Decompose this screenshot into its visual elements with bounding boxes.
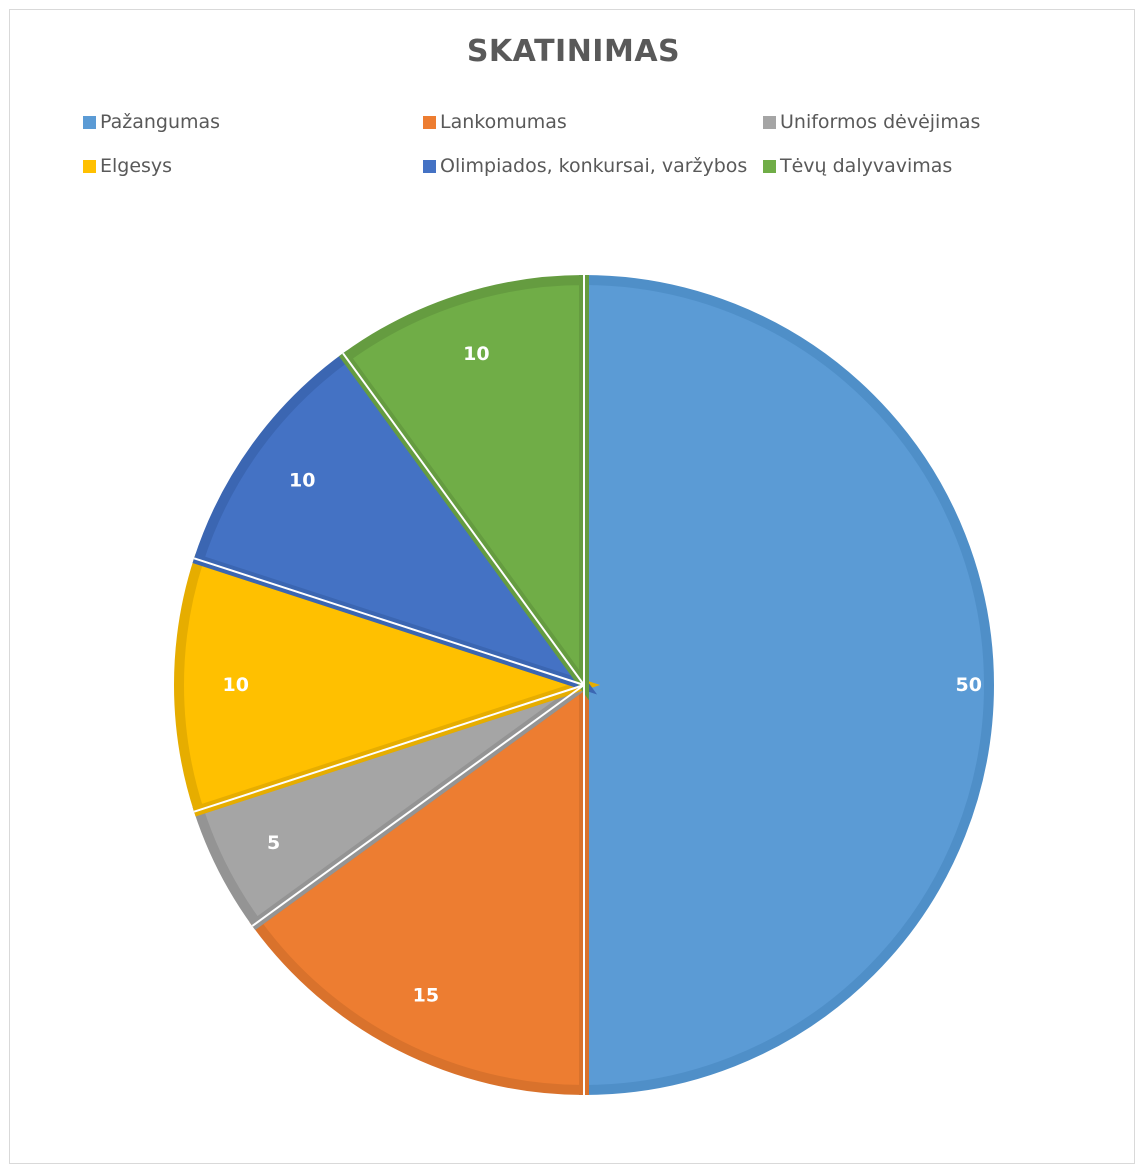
legend-item-pazangumas: Pažangumas	[83, 109, 220, 135]
slice-separator	[342, 352, 585, 686]
legend-swatch	[763, 115, 776, 129]
pie-slice-pazangumas	[579, 274, 994, 1096]
slice-separator	[193, 557, 585, 686]
legend-label: Olimpiados, konkursai, varžybos	[440, 155, 748, 177]
data-label-lankomumas: 15	[413, 984, 439, 1006]
legend-swatch	[83, 115, 96, 129]
legend-label: Pažangumas	[100, 111, 221, 133]
data-label-pazangumas: 50	[956, 674, 982, 696]
data-label-tevu-dalyvavimas: 10	[463, 343, 489, 365]
legend-label: Lankomumas	[440, 111, 567, 133]
legend-item-elgesys: Elgesys	[83, 153, 172, 179]
data-label-uniformos-devejimas: 5	[267, 832, 280, 854]
legend-item-tevu-dalyvavimas: Tėvų dalyvavimas	[763, 153, 952, 179]
data-label-elgesys: 10	[222, 674, 248, 696]
pie-slice-lankomumas	[249, 675, 589, 1096]
legend-label: Tėvų dalyvavimas	[780, 155, 953, 177]
pie-slice-elgesys	[173, 553, 601, 817]
data-label-olimpiados-konkursai-varzybos: 10	[289, 469, 315, 491]
chart-title: SKATINIMAS	[466, 34, 681, 69]
legend-label: Elgesys	[100, 155, 173, 177]
legend-swatch	[423, 115, 436, 129]
slice-separator	[251, 684, 585, 927]
legend-item-lankomumas: Lankomumas	[423, 109, 567, 135]
legend-swatch	[423, 159, 436, 173]
legend-item-uniformos: Uniformos dėvėjimas	[763, 109, 980, 135]
pie-slice-tevu-dalyvavimas	[338, 274, 589, 701]
legend-item-olimpiados: Olimpiados, konkursai, varžybos	[423, 153, 747, 179]
legend-swatch	[763, 159, 776, 173]
legend-swatch	[83, 159, 96, 173]
pie-slice-olimpiados-konkursai-varzybos	[192, 350, 598, 695]
slice-separator	[193, 684, 585, 813]
legend-label: Uniformos dėvėjimas	[780, 111, 981, 133]
